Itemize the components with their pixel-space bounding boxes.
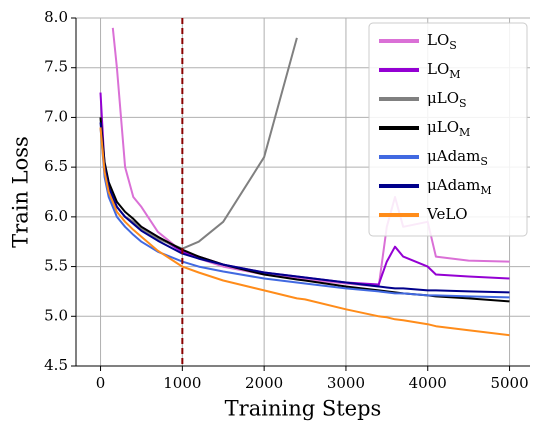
series-line [99,122,510,294]
y-tick-label: 6.0 [44,207,68,225]
x-tick-label: 3000 [327,374,365,392]
x-tick-label: 2000 [245,374,283,392]
legend-label: μAdamM [427,176,492,197]
x-tick-label: 0 [96,374,106,392]
y-tick-label: 8.0 [44,8,68,26]
x-tick-label: 4000 [409,374,447,392]
legend-box [368,22,528,237]
legend-label: μLOM [427,118,470,139]
y-tick-label: 4.5 [44,356,68,374]
legend-label: LOM [427,60,461,81]
legend-label: VeLO [426,205,468,223]
y-tick-label: 7.5 [44,58,68,76]
series-line [99,127,510,337]
y-axis-label: Train Loss [9,136,33,248]
legend: LOS LOM μLOS μLOM μAdamS μAdamM VeLO [368,22,528,237]
legend-label: μAdamS [427,147,488,168]
legend-label: μLOS [427,89,467,110]
legend-label: LOS [427,31,457,52]
x-tick-label: 5000 [490,374,528,392]
y-tick-label: 6.5 [44,157,68,175]
y-tick-label: 7.0 [44,107,68,125]
series-line [99,127,510,299]
x-tick-label: 1000 [163,374,201,392]
y-tick-label: 5.0 [44,306,68,324]
x-axis-label: Training Steps [225,397,382,421]
y-tick-label: 5.5 [44,257,68,275]
